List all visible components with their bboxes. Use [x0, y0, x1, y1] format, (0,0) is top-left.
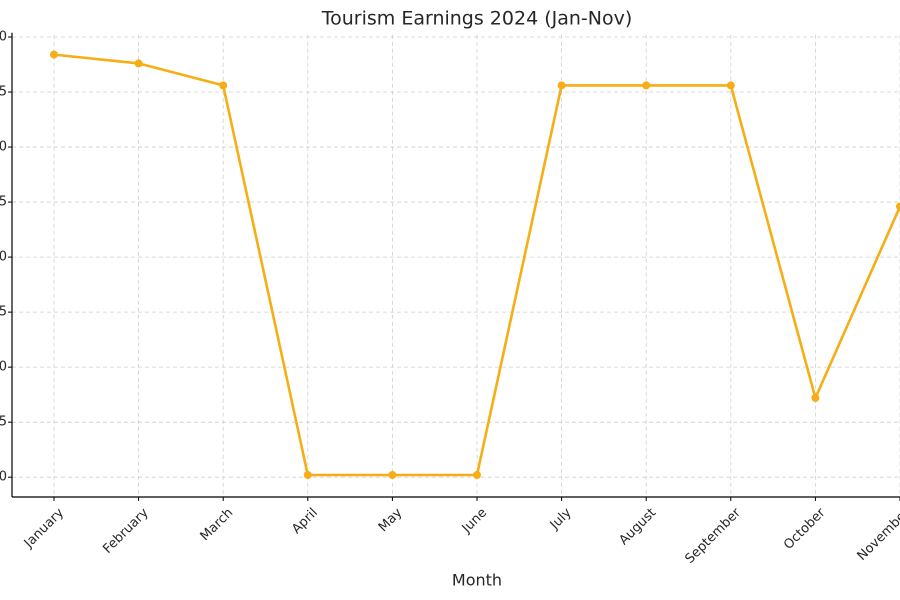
- data-point: [303, 470, 312, 479]
- x-tick-label: March: [198, 505, 237, 544]
- line-series: [53, 53, 900, 477]
- x-axis-label: Month: [452, 571, 502, 590]
- y-tick-label: 10: [0, 360, 7, 375]
- x-tick-label: April: [289, 505, 321, 537]
- y-tick-label: 20: [0, 250, 7, 265]
- x-tick-label: August: [616, 505, 659, 548]
- y-tick-label: 15: [0, 305, 7, 320]
- x-tick-label: November: [855, 505, 900, 564]
- chart-title: Tourism Earnings 2024 (Jan-Nov): [321, 8, 633, 30]
- data-point: [557, 81, 566, 90]
- x-tick-label: February: [100, 505, 152, 557]
- data-point: [219, 81, 228, 90]
- y-tick-label: 0: [0, 470, 7, 485]
- y-tick-label: 40: [0, 30, 7, 45]
- x-tick-label: October: [781, 505, 829, 553]
- data-point: [811, 393, 820, 402]
- x-tick-label: September: [682, 505, 744, 567]
- x-tick-label: January: [21, 505, 67, 551]
- data-point: [473, 470, 481, 479]
- data-point: [896, 202, 900, 211]
- data-point: [134, 59, 143, 68]
- data-point: [50, 50, 58, 59]
- data-point: [726, 81, 735, 90]
- x-tick-label: July: [547, 505, 575, 533]
- y-tick-label: 5: [0, 415, 7, 430]
- data-point: [388, 470, 397, 479]
- x-tick-label: May: [376, 505, 406, 535]
- y-tick-label: 25: [0, 195, 7, 210]
- y-tick-label: 30: [0, 140, 7, 155]
- x-tick-label: June: [459, 505, 490, 536]
- y-tick-label: 35: [0, 85, 7, 100]
- data-point: [642, 81, 651, 90]
